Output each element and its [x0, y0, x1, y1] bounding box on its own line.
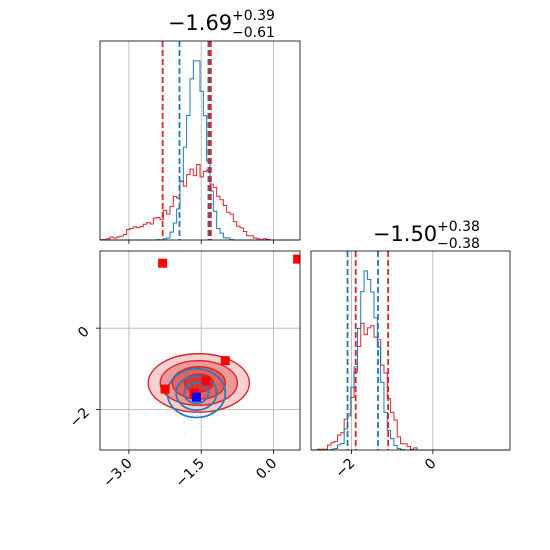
param-1-title: −1.69 — [168, 11, 232, 35]
param-2-title-sup: +0.38 — [437, 219, 480, 235]
marginal-panel-param-2: −2 0 — [310, 250, 511, 482]
x-tick-label: −1.5 — [173, 456, 208, 491]
panel-frame — [99, 250, 301, 451]
marker — [158, 258, 168, 268]
joint-plot-area — [100, 251, 300, 450]
sample-point — [169, 408, 172, 411]
histogram-red — [311, 322, 510, 451]
histogram-blue — [311, 270, 510, 451]
histogram-red — [100, 164, 300, 241]
param-2-title-sub: −0.38 — [437, 236, 480, 252]
y-tick-label: 0 — [75, 324, 93, 342]
marker — [160, 384, 170, 394]
param-2-title-main: −1.50 — [373, 222, 437, 246]
x-tick-label: −2 — [333, 456, 359, 482]
x-tick-label: 0.0 — [253, 456, 280, 483]
marker — [293, 254, 300, 264]
marginal-panel-param-1 — [99, 40, 301, 244]
x-tick-label: 0 — [422, 456, 440, 474]
param-2-title: −1.50 — [373, 222, 437, 246]
x-tick-label: −3.0 — [100, 456, 135, 491]
histogram-blue — [100, 60, 300, 241]
param-1-title-sup: +0.39 — [232, 8, 275, 24]
sample-point — [190, 413, 192, 416]
marker — [201, 376, 211, 386]
sample-point — [166, 410, 169, 413]
joint-panel: −3.0 −1.5 0.0 −2 0 — [67, 250, 301, 491]
blue-contour — [175, 375, 218, 412]
sample-point — [183, 421, 185, 424]
sample-point — [195, 414, 198, 417]
sample-point — [197, 422, 200, 425]
marker — [220, 356, 230, 366]
param-1-title-sub: −0.61 — [232, 25, 275, 41]
y-tick-label: −2 — [67, 405, 93, 431]
sample-point — [184, 433, 187, 435]
sample-point — [191, 414, 194, 416]
sample-point — [201, 424, 203, 426]
sample-point — [177, 415, 180, 418]
panel-frame — [99, 40, 301, 241]
marker — [191, 392, 201, 402]
sample-point — [172, 410, 175, 413]
blue-contour — [183, 382, 210, 405]
sample-point — [199, 412, 201, 415]
param-1-title-main: −1.69 — [168, 11, 232, 35]
sample-point — [192, 412, 195, 415]
panel-frame — [310, 250, 511, 451]
